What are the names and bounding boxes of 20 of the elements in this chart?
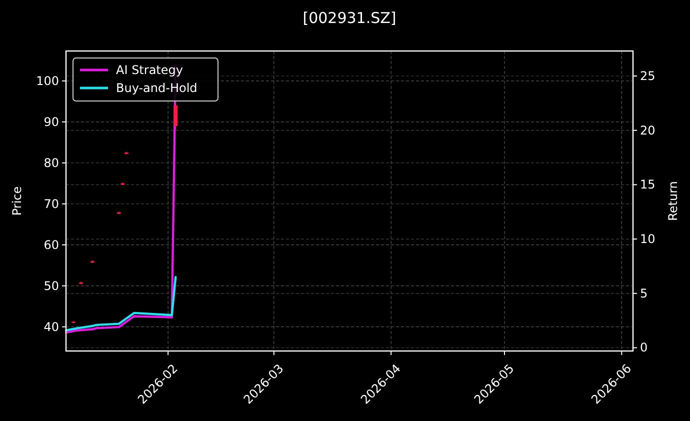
legend-label: AI Strategy <box>116 63 183 77</box>
y2-axis-title: Return <box>666 181 680 221</box>
y2-tick-label: 5 <box>640 286 648 300</box>
y-tick-label: 80 <box>44 156 59 170</box>
y2-tick-label: 10 <box>640 232 656 246</box>
y-tick-label: 60 <box>44 238 59 252</box>
chart-title: [002931.SZ] <box>302 9 396 27</box>
y2-tick-label: 20 <box>640 123 656 138</box>
y2-tick-label: 15 <box>640 178 656 192</box>
y-axis-title: Price <box>10 186 24 216</box>
y-tick-label: 90 <box>44 114 59 129</box>
y-tick-label: 70 <box>44 196 59 211</box>
legend-label: Buy-and-Hold <box>116 81 198 95</box>
y2-tick-label: 0 <box>640 340 648 355</box>
y-tick-label: 100 <box>36 74 59 88</box>
y-tick-label: 50 <box>44 278 59 293</box>
line-series <box>64 276 177 332</box>
y-tick-label: 40 <box>44 320 59 334</box>
candlestick <box>174 105 178 131</box>
y2-tick-label: 25 <box>640 69 656 83</box>
